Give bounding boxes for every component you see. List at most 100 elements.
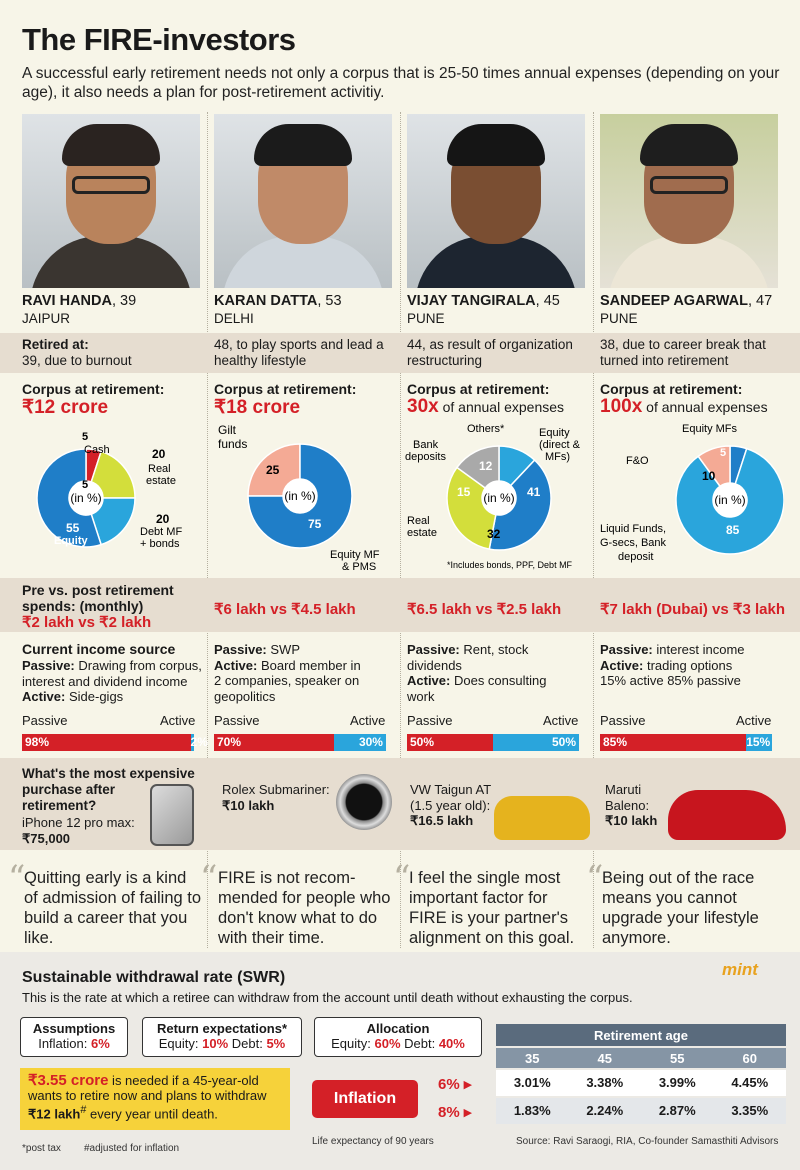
- pie-label: (direct &: [539, 439, 581, 451]
- pie-label: 85: [726, 523, 740, 537]
- retirement-age-title: Retirement age: [594, 1028, 688, 1043]
- passive-segment: 85%: [600, 734, 747, 751]
- income-text: Passive: SWP Active: Board member in 2 c…: [214, 642, 361, 704]
- passive-segment: 50%: [407, 734, 493, 751]
- pie-chart-ravi: (in %) 5 5 Cash 20 Real estate 20 Debt M…: [36, 431, 182, 550]
- pie-chart-vijay: (in %) 12 41 32 15 Others* Equity (direc…: [405, 423, 581, 570]
- retirement-age-header: [496, 1024, 786, 1046]
- passive-label: Passive: [407, 713, 453, 728]
- inflation-rate: 8% ▸: [438, 1104, 472, 1121]
- age-column-header: 45: [597, 1051, 612, 1066]
- purchase-item: Maruti Baleno: ₹10 lakh: [605, 782, 658, 828]
- spends-value: ₹6 lakh vs ₹4.5 lakh: [214, 601, 356, 618]
- footnote: *post tax: [22, 1143, 61, 1154]
- pie-label: 5: [82, 479, 88, 491]
- swr-row: [496, 1098, 786, 1124]
- pie-label: 25: [266, 463, 280, 477]
- pie-label: estate: [146, 475, 176, 487]
- page-subtitle: A successful early retirement needs not …: [22, 65, 780, 101]
- swr-value: 2.87%: [658, 1103, 696, 1118]
- watch-image: [336, 774, 392, 830]
- pie-footnote: *Includes bonds, PPF, Debt MF: [447, 560, 573, 570]
- income-text: Passive: Drawing from corpus, interest a…: [22, 658, 202, 704]
- pie-label: & PMS: [342, 561, 376, 573]
- photo-ravi-handa: [22, 114, 200, 288]
- investor-name: SANDEEP AGARWAL, 47: [600, 293, 773, 309]
- active-segment: 30%: [334, 734, 386, 751]
- pie-center-label: (in %): [70, 491, 101, 505]
- pie-label: Cash: [84, 444, 110, 456]
- pie-chart-sandeep: (in %) 5 10 85 Equity MFs F&O Liquid Fun…: [600, 423, 784, 563]
- pie-label: Equity MFs: [682, 423, 738, 435]
- purchase-item: VW Taigun AT (1.5 year old): ₹16.5 lakh: [410, 782, 491, 828]
- investor-name: KARAN DATTA, 53: [214, 293, 342, 309]
- active-segment: 2%: [190, 734, 208, 751]
- iphone-image: [150, 784, 194, 846]
- investor-name: VIJAY TANGIRALA, 45: [407, 293, 560, 309]
- retired-band: [0, 333, 800, 373]
- active-label: Active: [160, 713, 196, 728]
- pie-label: 12: [479, 459, 493, 473]
- retired-at: Retired at: 39, due to burnout: [22, 337, 132, 368]
- pie-label: 20: [152, 447, 166, 461]
- retired-at: 48, to play sports and lead a healthy li…: [214, 337, 384, 368]
- pie-label: deposits: [405, 451, 446, 463]
- corpus-header: Corpus at retirement:: [22, 381, 165, 397]
- swr-title: Sustainable withdrawal rate (SWR): [22, 969, 286, 986]
- assumptions-box: Assumptions Inflation: 6%: [20, 1017, 128, 1057]
- active-label: Active: [543, 713, 579, 728]
- age-column-header: 60: [742, 1051, 757, 1066]
- swr-table: 6% ▸ 3.01% 3.38% 3.99% 4.45% 8% ▸ 1.83% 2.24% 2.…: [420, 1070, 786, 1126]
- retired-at: 38, due to career break that turned into…: [600, 337, 766, 368]
- corpus-header: Corpus at retirement:: [600, 381, 743, 397]
- pie-label: 5: [720, 447, 726, 459]
- life-expectancy: Life expectancy of 90 years: [312, 1136, 434, 1147]
- photo-karan-datta: [214, 114, 392, 288]
- pie-label: estate: [407, 527, 437, 539]
- income-text: Passive: Rent, stock dividends Active: D…: [407, 642, 547, 704]
- corpus-header: Corpus at retirement:: [214, 381, 357, 397]
- photo-vijay-tangirala: [407, 114, 585, 288]
- source: Source: Ravi Saraogi, RIA, Co-founder Sa…: [516, 1136, 779, 1147]
- pie-label: G-secs, Bank: [600, 537, 667, 549]
- passive-active-bar: 85% 15%: [600, 734, 772, 751]
- pie-label: + bonds: [140, 538, 180, 550]
- pie-center: [713, 483, 747, 517]
- investor-name: RAVI HANDA, 39: [22, 293, 137, 309]
- photo-sandeep-agarwal: [600, 114, 778, 288]
- swr-value: 3.35%: [731, 1103, 769, 1118]
- active-label: Active: [736, 713, 772, 728]
- passive-label: Passive: [600, 713, 646, 728]
- swr-value: 3.01%: [513, 1075, 551, 1090]
- corpus-value: 30x of annual expenses: [407, 396, 565, 417]
- quote-icon: “: [200, 858, 218, 898]
- pie-label: Liquid Funds,: [600, 523, 666, 535]
- quote: Quitting early is a kind of admission of…: [24, 869, 202, 947]
- investor-city: JAIPUR: [22, 311, 71, 326]
- pie-label: funds: [218, 437, 247, 451]
- pie-label: 75: [308, 517, 322, 531]
- pie-center: [482, 481, 516, 515]
- spends-value: ₹2 lakh vs ₹2 lakh: [22, 614, 152, 631]
- swr-row: [496, 1070, 786, 1096]
- quote: Being out of the race means you cannot u…: [602, 869, 759, 947]
- quote-icon: “: [393, 858, 411, 898]
- quote-icon: “: [586, 858, 604, 898]
- car-image: [668, 790, 786, 840]
- pie-label: Real: [148, 463, 171, 475]
- pie-label: 5: [82, 431, 88, 443]
- swr-value: 4.45%: [731, 1075, 769, 1090]
- pie-label: deposit: [618, 551, 653, 563]
- purchase-header: What's the most expensive purchase after r…: [22, 766, 195, 813]
- pie-label: Gilt: [218, 423, 237, 437]
- purchase-band: [0, 758, 800, 850]
- passive-label: Passive: [214, 713, 260, 728]
- retired-at: 44, as result of organization restructur…: [407, 337, 573, 368]
- column-divider: [207, 112, 208, 948]
- pie-label: 55: [66, 521, 80, 535]
- investor-city: PUNE: [407, 311, 445, 326]
- pie-label: 41: [527, 485, 541, 499]
- passive-active-bar: 98% 2%: [22, 734, 208, 751]
- pie-chart-karan: (in %) 25 75 Gilt funds Equity MF & PMS: [218, 423, 380, 573]
- investor-city: DELHI: [214, 311, 254, 326]
